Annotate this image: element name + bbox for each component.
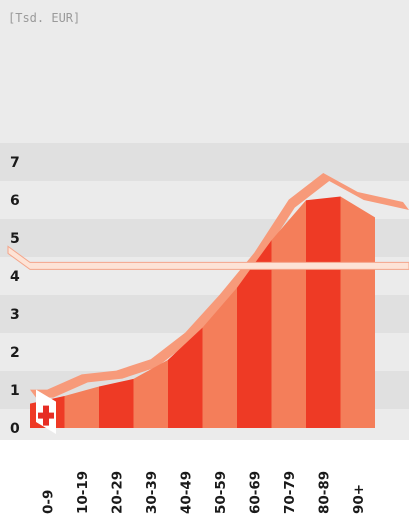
area-column (306, 196, 341, 428)
area-column (133, 359, 168, 428)
y-tick-label: 5 (10, 231, 20, 247)
y-tick-label: 3 (10, 307, 20, 323)
area-column (237, 240, 272, 428)
x-tick-label: 0-9 (40, 490, 56, 514)
area-column (202, 287, 237, 428)
x-tick-label: 90+ (351, 484, 367, 514)
x-tick-label: 50-59 (213, 471, 229, 514)
red-cross-logo (36, 389, 56, 434)
y-tick-label: 6 (10, 193, 20, 209)
x-tick-label: 80-89 (316, 471, 332, 514)
grid-band (0, 143, 409, 181)
logo-cross-horizontal (38, 412, 54, 419)
area-series (30, 173, 409, 428)
x-tick-label: 10-19 (75, 471, 91, 514)
x-tick-label: 30-39 (144, 471, 160, 514)
area-top-face (30, 173, 409, 398)
x-axis-ticks: 0-9 10-19 20-29 30-39 40-49 50-59 60-69 70-79 80… (40, 471, 367, 514)
area-column (340, 196, 375, 428)
y-tick-label: 1 (10, 383, 20, 399)
y-tick-label: 7 (10, 155, 20, 171)
x-tick-label: 60-69 (247, 471, 263, 514)
y-tick-label: 2 (10, 345, 20, 361)
area-column (64, 386, 99, 428)
area-column (168, 327, 203, 428)
y-tick-label: 0 (10, 421, 20, 437)
x-tick-label: 40-49 (178, 471, 194, 514)
y-axis-ticks: 0 1 2 3 4 5 6 7 (10, 155, 20, 437)
x-tick-label: 20-29 (109, 471, 125, 514)
y-tick-label: 4 (10, 269, 20, 285)
area-column (99, 378, 134, 428)
average-line-band (7, 245, 409, 270)
x-tick-label: 70-79 (282, 471, 298, 514)
average-line (7, 245, 409, 270)
unit-label: [Tsd. EUR] (8, 11, 80, 25)
area-column (271, 200, 306, 428)
